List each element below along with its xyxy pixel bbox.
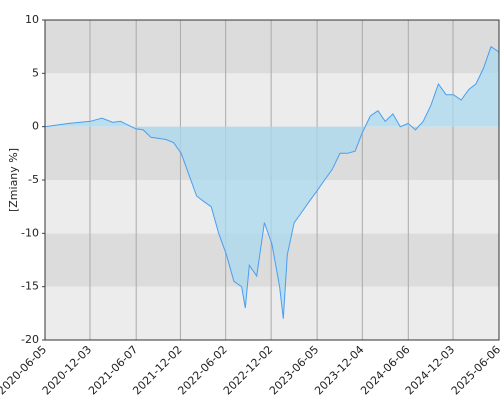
y-tick-label: 0 xyxy=(32,120,39,133)
y-tick-label: -20 xyxy=(21,333,39,346)
y-tick-label: -10 xyxy=(21,226,39,239)
x-tick-label: 2025-06-06 xyxy=(449,343,500,397)
y-tick-label: 10 xyxy=(25,13,39,26)
y-tick-label: -5 xyxy=(28,173,39,186)
background-band xyxy=(45,286,499,340)
y-tick-label: 5 xyxy=(32,66,39,79)
plot-frame xyxy=(44,19,500,341)
area-fill xyxy=(45,46,499,319)
line xyxy=(44,45,500,319)
background-band xyxy=(45,20,499,74)
background-band xyxy=(45,73,499,127)
y-tick-label: -15 xyxy=(21,280,39,293)
y-axis-label: [Zmiany %] xyxy=(7,148,20,212)
